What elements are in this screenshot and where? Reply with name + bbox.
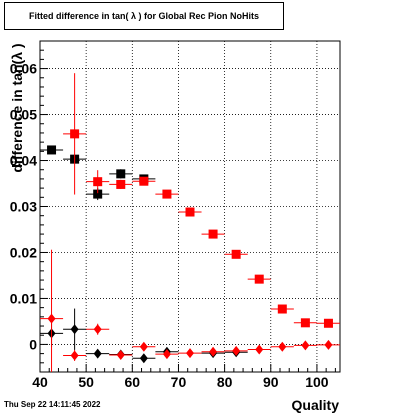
data-point-diamond	[162, 349, 171, 360]
data-point-diamond	[139, 341, 148, 352]
data-point-square	[300, 318, 310, 328]
data-point-diamond	[70, 324, 79, 335]
data-point-square	[139, 176, 149, 186]
data-point-square	[323, 318, 333, 328]
data-point-diamond	[139, 353, 148, 364]
y-tick-label: 0.02	[10, 244, 37, 260]
data-point-square	[162, 189, 172, 199]
x-tick-label: 90	[263, 374, 279, 390]
x-tick-label: 100	[305, 374, 329, 390]
chart-title-box: Fitted difference in tan( λ ) for Global…	[4, 2, 284, 30]
data-point-diamond	[301, 340, 310, 351]
y-tick-label: 0.06	[10, 61, 37, 77]
data-point-diamond	[232, 345, 241, 356]
data-point-square	[70, 129, 80, 139]
chart-title: Fitted difference in tan( λ ) for Global…	[28, 11, 260, 21]
data-point-square	[185, 207, 195, 217]
x-tick-label: 60	[125, 374, 141, 390]
data-point-square	[116, 179, 126, 189]
y-tick-label: 0	[29, 336, 37, 352]
y-axis-label: difference in tan(λ )	[9, 43, 25, 173]
data-point-diamond	[278, 341, 287, 352]
data-point-square	[93, 189, 103, 199]
y-tick-label: 0.01	[10, 290, 37, 306]
data-point-diamond	[255, 344, 264, 355]
data-point-diamond	[93, 324, 102, 335]
y-tick-label: 0.04	[10, 153, 37, 169]
data-point-diamond	[324, 339, 333, 350]
data-point-diamond	[47, 313, 56, 324]
y-tick-label: 0.03	[10, 199, 37, 215]
data-point-diamond	[70, 350, 79, 361]
timestamp: Thu Sep 22 14:11:45 2022	[4, 400, 101, 409]
x-tick-label: 50	[78, 374, 94, 390]
data-point-square	[254, 274, 264, 284]
x-tick-label: 40	[32, 374, 48, 390]
data-point-square	[47, 145, 57, 155]
data-point-square	[208, 229, 218, 239]
data-point-square	[116, 169, 126, 179]
data-point-diamond	[93, 348, 102, 359]
y-tick-label: 0.05	[10, 107, 37, 123]
x-axis-label: Quality	[291, 397, 339, 413]
x-tick-label: 70	[171, 374, 187, 390]
data-point-diamond	[209, 346, 218, 357]
data-point-square	[277, 304, 287, 314]
data-point-square	[231, 249, 241, 259]
x-tick-label: 80	[217, 374, 233, 390]
data-point-square	[93, 177, 103, 187]
data-point-diamond	[116, 349, 125, 360]
data-point-diamond	[186, 348, 194, 359]
